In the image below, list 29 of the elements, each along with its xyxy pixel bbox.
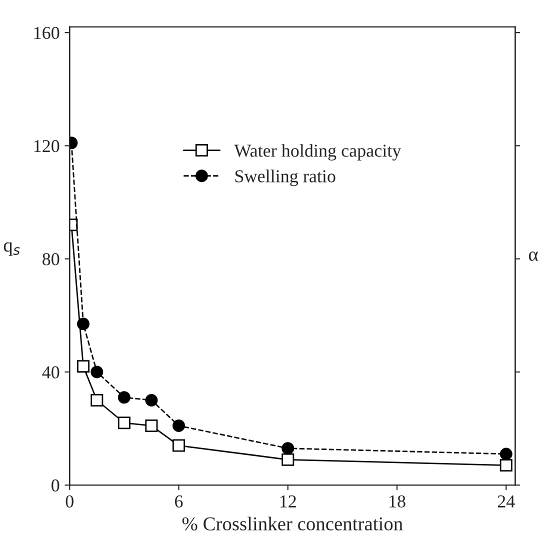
point bbox=[77, 318, 90, 330]
legend-label: Water holding capacity bbox=[234, 144, 402, 161]
y-tick-label: 160 bbox=[34, 26, 60, 40]
x-axis-title: % Crosslinker concentration bbox=[182, 516, 403, 530]
point bbox=[118, 391, 130, 404]
point bbox=[90, 394, 104, 407]
point bbox=[90, 366, 104, 378]
x-tick-label: 24 bbox=[498, 495, 515, 508]
x-tick-label: 18 bbox=[390, 495, 406, 508]
point bbox=[500, 448, 512, 460]
y-tick-label: 40 bbox=[42, 366, 60, 378]
y-tick-label: 120 bbox=[34, 140, 60, 152]
point bbox=[172, 419, 185, 432]
point bbox=[145, 394, 158, 407]
x-tick-label: 0 bbox=[66, 495, 74, 508]
point bbox=[77, 360, 90, 373]
legend-label: Swelling ratio bbox=[235, 170, 336, 186]
y-tick-label: 80 bbox=[42, 253, 60, 266]
point bbox=[282, 453, 294, 466]
x-tick-label: 6 bbox=[175, 495, 183, 508]
y-tick-label: 0 bbox=[52, 479, 60, 492]
y2-axis-title: α bbox=[528, 252, 538, 261]
y-axis-title: q$_{s}$ bbox=[4, 242, 20, 256]
point bbox=[282, 442, 294, 455]
point bbox=[500, 459, 512, 472]
point bbox=[172, 439, 185, 452]
x-tick-label: 12 bbox=[280, 495, 296, 508]
point bbox=[118, 416, 130, 430]
point bbox=[145, 419, 158, 432]
